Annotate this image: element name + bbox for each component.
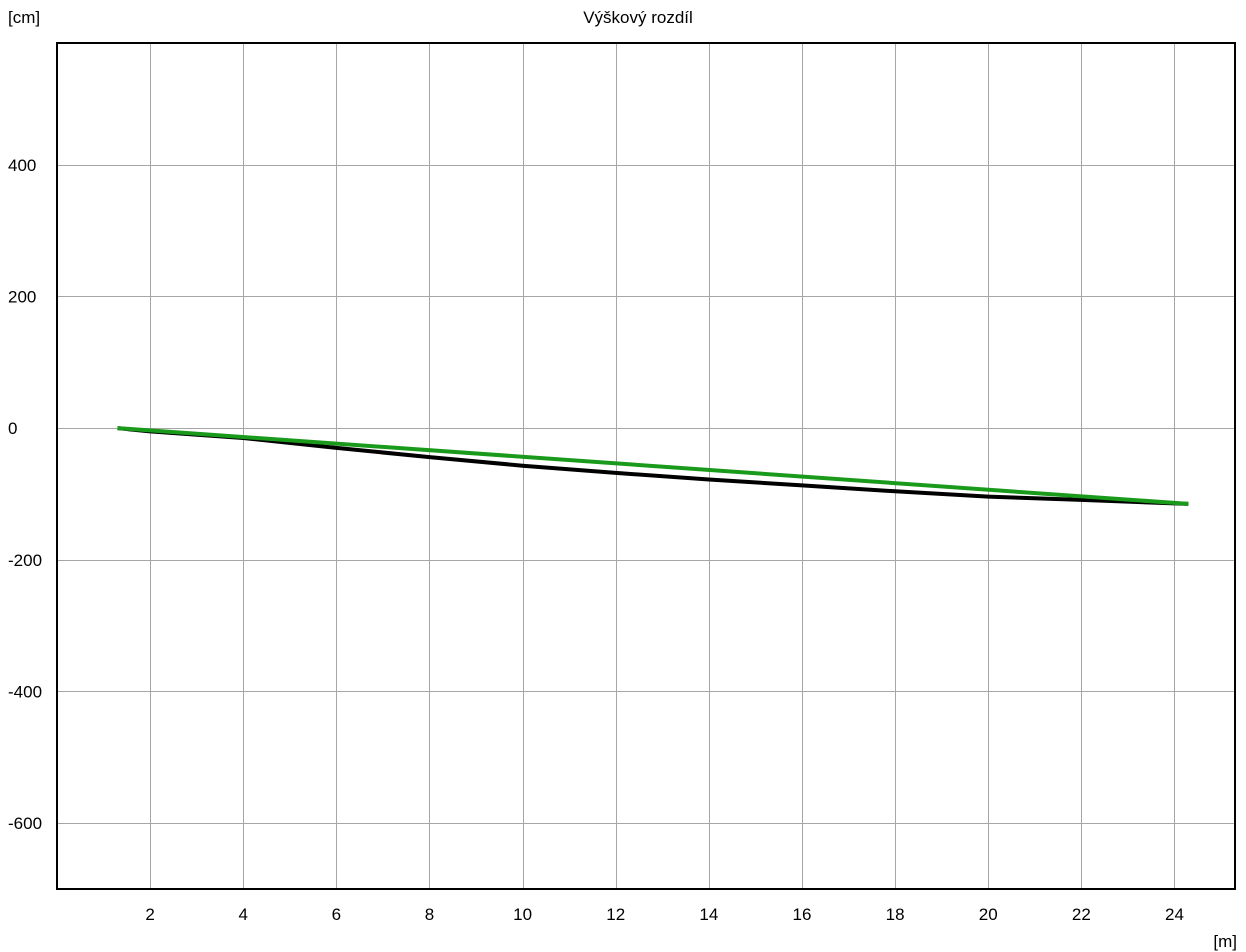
- x-tick-label: 4: [239, 905, 248, 924]
- x-tick-label: 24: [1165, 905, 1184, 924]
- plot-frame: [56, 42, 1236, 890]
- y-tick-label: -600: [8, 814, 42, 833]
- x-tick-label: 22: [1072, 905, 1091, 924]
- x-tick-label: 12: [606, 905, 625, 924]
- y-tick-label: 200: [8, 287, 36, 306]
- y-tick-label: -400: [8, 682, 42, 701]
- y-tick-label: -200: [8, 551, 42, 570]
- x-tick-label: 10: [513, 905, 532, 924]
- x-tick-labels: 2 4 6 8 10 12 14 16 18 20 22 24: [145, 905, 1184, 924]
- x-tick-label: 16: [793, 905, 812, 924]
- y-tick-label: 0: [8, 419, 17, 438]
- x-tick-label: 20: [979, 905, 998, 924]
- y-tick-label: 400: [8, 156, 36, 175]
- y-tick-labels: -600 -400 -200 0 200 400: [8, 156, 42, 833]
- x-axis-unit: [m]: [1213, 932, 1237, 951]
- grid: [57, 43, 1235, 889]
- x-tick-label: 8: [425, 905, 434, 924]
- x-tick-label: 14: [699, 905, 718, 924]
- series-layer: [117, 426, 1189, 506]
- series-line-2: [117, 426, 1189, 506]
- x-tick-label: 6: [332, 905, 341, 924]
- x-tick-label: 2: [145, 905, 154, 924]
- chart-title: Výškový rozdíl: [583, 8, 693, 27]
- y-axis-unit: [cm]: [8, 8, 40, 27]
- x-tick-label: 18: [886, 905, 905, 924]
